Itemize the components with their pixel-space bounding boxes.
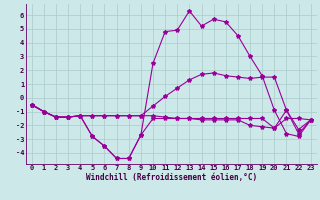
X-axis label: Windchill (Refroidissement éolien,°C): Windchill (Refroidissement éolien,°C) xyxy=(86,173,257,182)
